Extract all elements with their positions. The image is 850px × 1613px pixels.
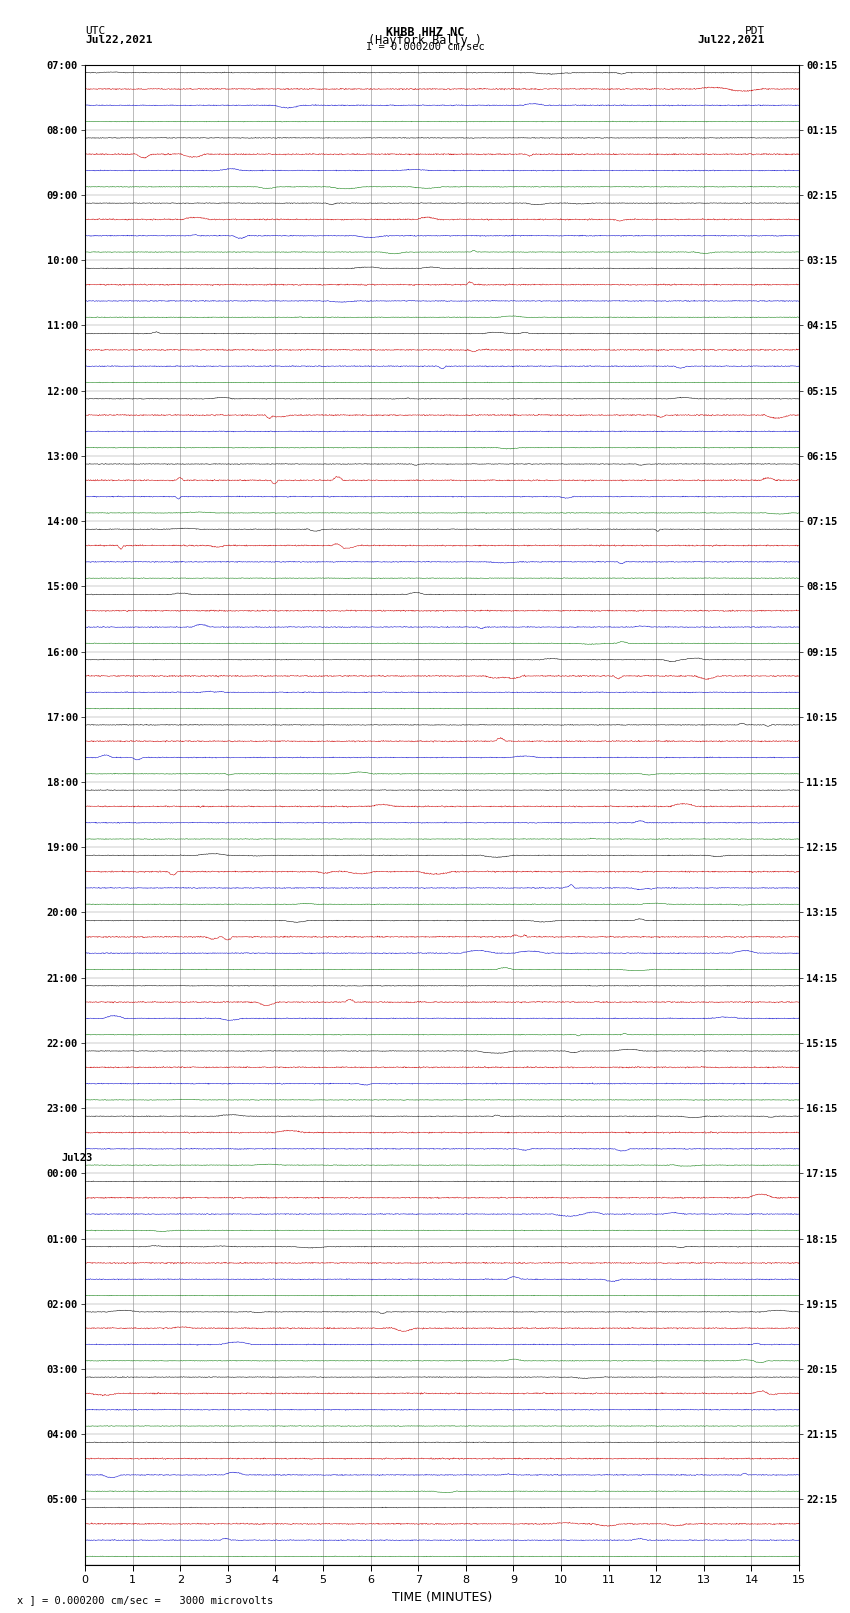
Text: Jul22,2021: Jul22,2021 xyxy=(85,35,152,45)
Text: (Hayfork Bally ): (Hayfork Bally ) xyxy=(368,34,482,47)
Text: Jul23: Jul23 xyxy=(61,1153,93,1163)
Text: I = 0.000200 cm/sec: I = 0.000200 cm/sec xyxy=(366,42,484,52)
Text: KHBB HHZ NC: KHBB HHZ NC xyxy=(386,26,464,39)
Text: PDT: PDT xyxy=(745,26,765,35)
Text: Jul22,2021: Jul22,2021 xyxy=(698,35,765,45)
Text: x ] = 0.000200 cm/sec =   3000 microvolts: x ] = 0.000200 cm/sec = 3000 microvolts xyxy=(17,1595,273,1605)
Text: UTC: UTC xyxy=(85,26,105,35)
X-axis label: TIME (MINUTES): TIME (MINUTES) xyxy=(392,1590,492,1603)
